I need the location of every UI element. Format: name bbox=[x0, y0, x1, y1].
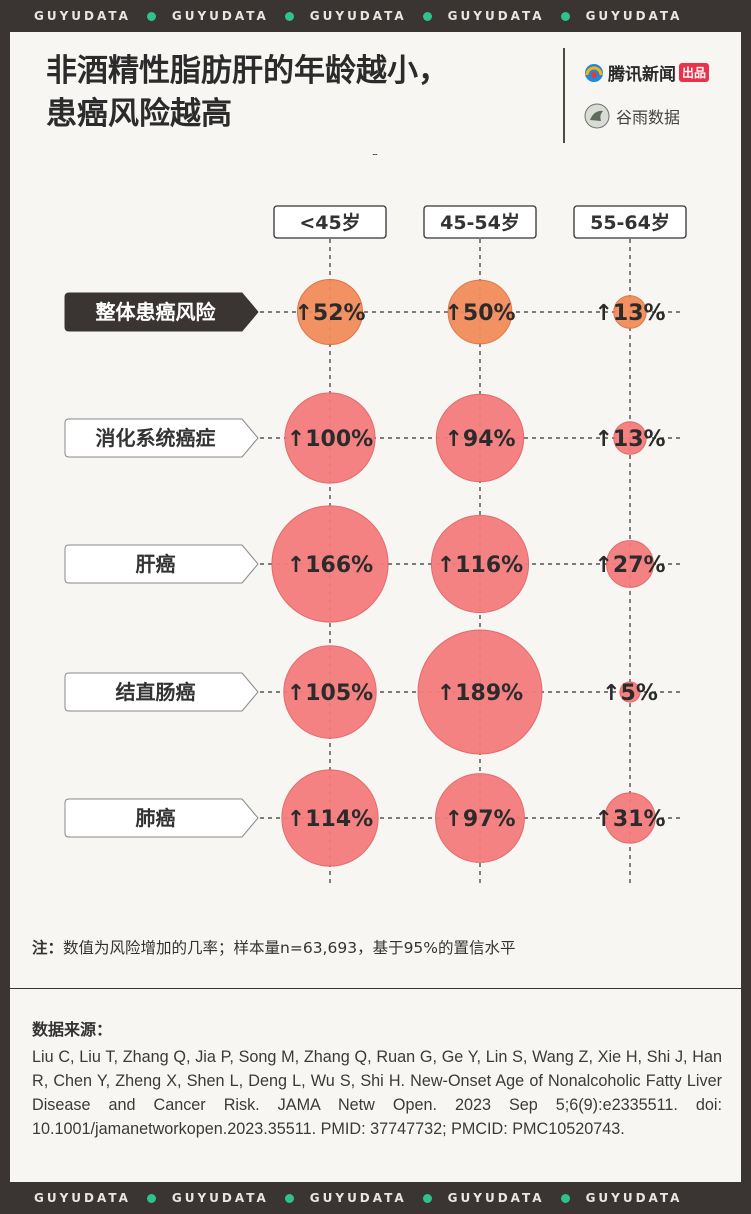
data-value-label: ↑114% bbox=[287, 807, 373, 832]
band-dot-icon bbox=[422, 11, 432, 21]
band-dot-icon bbox=[284, 1193, 294, 1203]
band-word: GUYUDATA bbox=[309, 9, 407, 23]
category-label-tag bbox=[64, 292, 259, 332]
brand-primary-tag: 出品 bbox=[679, 63, 710, 82]
data-bubble bbox=[604, 792, 656, 844]
data-value-label: ↑50% bbox=[444, 301, 515, 326]
data-bubble bbox=[417, 629, 543, 755]
data-value-label: ↑105% bbox=[287, 681, 373, 706]
category-label: 肺癌 bbox=[136, 806, 176, 830]
data-bubble bbox=[271, 505, 389, 623]
data-bubble bbox=[281, 769, 379, 867]
data-bubble bbox=[435, 393, 525, 483]
category-label-tag bbox=[64, 418, 259, 458]
note-text: 数值为风险增加的几率；样本量n=63,693，基于95%的置信水平 bbox=[63, 939, 516, 957]
category-label: 结直肠癌 bbox=[116, 680, 196, 704]
header-separator bbox=[563, 48, 565, 143]
band-word: GUYUDATA bbox=[34, 1191, 131, 1205]
guyu-data-logo-icon bbox=[584, 103, 610, 129]
data-value-label: ↑13% bbox=[594, 427, 665, 452]
band-dot-icon bbox=[146, 1193, 156, 1203]
data-bubble bbox=[447, 279, 513, 345]
band-word: GUYUDATA bbox=[34, 9, 131, 23]
band-dot-icon bbox=[284, 11, 294, 21]
data-value-label: ↑94% bbox=[444, 427, 515, 452]
brand-secondary-name: 谷雨数据 bbox=[616, 108, 681, 127]
data-bubble bbox=[613, 295, 647, 329]
data-value-label: ↑52% bbox=[294, 301, 365, 326]
data-bubble bbox=[435, 773, 525, 863]
data-bubble bbox=[613, 421, 647, 455]
category-label: 肝癌 bbox=[136, 552, 176, 576]
band-word: GUYUDATA bbox=[585, 1191, 683, 1205]
band-word: GUYUDATA bbox=[585, 9, 683, 23]
data-value-label: ↑31% bbox=[594, 807, 665, 832]
title-line-2: 患癌风险越高 bbox=[46, 96, 232, 132]
data-bubble bbox=[296, 278, 364, 346]
age-group-header-label: 55-64岁 bbox=[590, 211, 670, 234]
brand-primary-name: 腾讯新闻 bbox=[608, 65, 676, 85]
age-group-header-box bbox=[273, 205, 387, 239]
page-title: 非酒精性脂肪肝的年龄越小， 患癌风险越高 bbox=[46, 50, 546, 136]
category-label-tag bbox=[64, 672, 259, 712]
band-word: GUYUDATA bbox=[447, 1191, 545, 1205]
data-bubble bbox=[284, 392, 376, 484]
header-divider bbox=[368, 154, 382, 155]
data-value-label: ↑189% bbox=[437, 681, 523, 706]
source-citation: Liu C, Liu T, Zhang Q, Jia P, Song M, Zh… bbox=[32, 1048, 722, 1138]
bottom-brand-band: GUYUDATA GUYUDATA GUYUDATA GUYUDATA GUYUDATA bbox=[0, 1182, 751, 1214]
brand-primary: 腾讯新闻 出品 bbox=[584, 60, 710, 85]
data-value-label: ↑5% bbox=[602, 681, 658, 706]
category-label: 消化系统癌症 bbox=[96, 426, 216, 450]
bottom-band-pattern: GUYUDATA GUYUDATA GUYUDATA GUYUDATA GUYUDATA bbox=[0, 1182, 751, 1214]
infographic-card: 非酒精性脂肪肝的年龄越小， 患癌风险越高 腾讯新闻 出品 谷雨数据 bbox=[10, 32, 741, 1182]
age-group-header-box bbox=[423, 205, 537, 239]
age-group-header-label: 45-54岁 bbox=[440, 211, 520, 234]
data-bubble bbox=[606, 540, 654, 588]
data-bubble bbox=[430, 514, 530, 614]
tencent-news-logo-icon bbox=[585, 63, 603, 82]
top-band-pattern: GUYUDATA GUYUDATA GUYUDATA GUYUDATA GUYUDATA bbox=[0, 0, 751, 32]
note-label: 注： bbox=[32, 939, 64, 957]
data-value-label: ↑27% bbox=[594, 553, 665, 578]
age-group-header-label: <45岁 bbox=[299, 211, 360, 234]
data-value-label: ↑166% bbox=[287, 553, 373, 578]
chart-note: 注：数值为风险增加的几率；样本量n=63,693，基于95%的置信水平 bbox=[32, 936, 516, 958]
band-word: GUYUDATA bbox=[447, 9, 545, 23]
header: 非酒精性脂肪肝的年龄越小， 患癌风险越高 腾讯新闻 出品 谷雨数据 bbox=[10, 32, 741, 162]
top-brand-band: GUYUDATA GUYUDATA GUYUDATA GUYUDATA GUYUDATA bbox=[0, 0, 751, 32]
source-title: 数据来源： bbox=[32, 1020, 113, 1039]
band-word: GUYUDATA bbox=[309, 1191, 407, 1205]
band-dot-icon bbox=[560, 11, 570, 21]
data-value-label: ↑116% bbox=[437, 553, 523, 578]
age-group-header-box bbox=[573, 205, 687, 239]
band-word: GUYUDATA bbox=[171, 9, 269, 23]
data-value-label: ↑97% bbox=[444, 807, 515, 832]
data-value-label: ↑13% bbox=[594, 301, 665, 326]
band-dot-icon bbox=[422, 1193, 432, 1203]
bubble-chart: <45岁 45-54岁 55-64岁整体患癌风险 消化系统癌症 肝癌结直肠癌肺癌 ↑52%… bbox=[10, 162, 741, 922]
source-divider bbox=[10, 988, 741, 989]
data-bubble bbox=[283, 645, 377, 739]
data-value-label: ↑100% bbox=[287, 427, 373, 452]
band-dot-icon bbox=[560, 1193, 570, 1203]
data-bubble bbox=[619, 681, 641, 703]
band-dot-icon bbox=[146, 11, 156, 21]
band-word: GUYUDATA bbox=[171, 1191, 269, 1205]
title-line-1: 非酒精性脂肪肝的年龄越小， bbox=[46, 53, 449, 89]
category-label-tag bbox=[64, 798, 259, 838]
category-label: 整体患癌风险 bbox=[95, 300, 217, 324]
category-label-tag bbox=[64, 544, 259, 584]
brand-secondary: 谷雨数据 bbox=[584, 103, 680, 129]
